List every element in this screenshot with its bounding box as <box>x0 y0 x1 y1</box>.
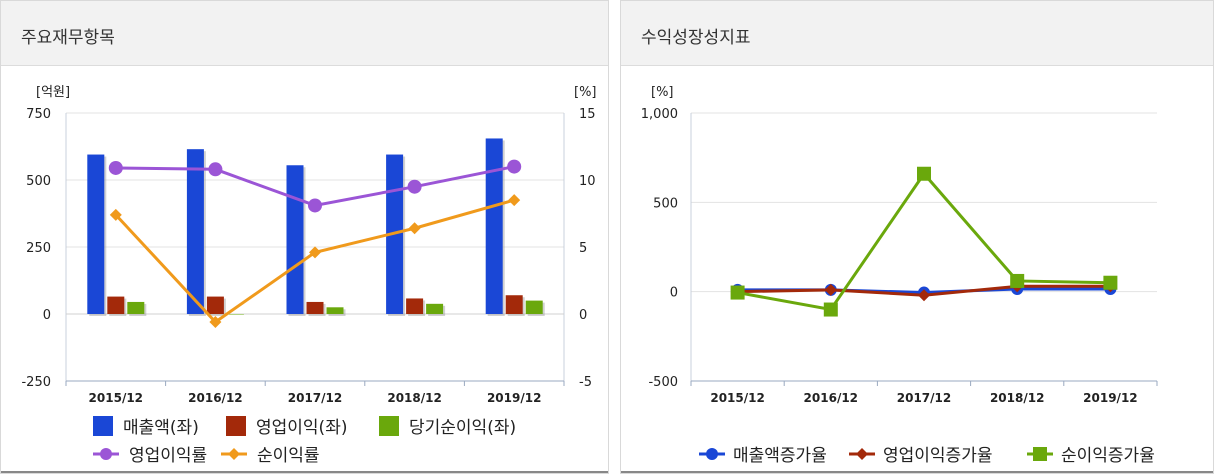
legend-label: 당기순이익(좌) <box>409 418 516 438</box>
growth-indicators-chart: [%] 1,000 500 0 -500 2015/12 2016/12 2017/12 201… <box>641 85 1158 466</box>
y-left-unit-label: [억원] <box>36 85 70 100</box>
bar-operating-profit <box>107 296 125 314</box>
legend-label: 영업이익증가율 <box>883 446 992 466</box>
y-tick-label: 1,000 <box>641 107 678 122</box>
data-point <box>918 289 930 302</box>
x-tick-label: 2018/12 <box>990 391 1044 405</box>
data-point <box>824 283 837 296</box>
bar-operating-profit <box>306 301 324 314</box>
x-tick-label: 2017/12 <box>288 391 342 405</box>
x-tick-label: 2016/12 <box>188 391 242 405</box>
bar-revenue <box>186 149 204 314</box>
bar-revenue <box>485 138 503 314</box>
legend-marker <box>856 448 868 460</box>
data-point <box>108 160 123 175</box>
y-tick-label: -500 <box>648 375 678 390</box>
y-tick-label: 0 <box>670 286 678 301</box>
x-tick-label: 2016/12 <box>804 391 858 405</box>
panel-growth-indicators: 수익성장성지표 [%] 1,000 500 0 -500 2015/12 2016/12 20… <box>620 0 1214 474</box>
bar-net-income <box>426 303 444 314</box>
legend-marker <box>100 448 112 460</box>
legend-label: 매출액(좌) <box>123 418 199 438</box>
legend-label: 순이익증가율 <box>1061 446 1155 466</box>
y-left-tick-label: -250 <box>21 375 51 390</box>
y-left-tick-label: 750 <box>26 107 51 122</box>
legend-swatch <box>93 416 113 436</box>
legend-label: 순이익률 <box>257 446 320 466</box>
legend-swatch <box>379 416 399 436</box>
bar-net-income <box>525 300 543 314</box>
legend-label: 영업이익률 <box>129 446 207 466</box>
legend-label: 영업이익(좌) <box>256 418 347 438</box>
data-point <box>1010 273 1025 288</box>
panel-title: 주요재무항목 <box>21 28 115 48</box>
y-right-tick-label: 10 <box>579 174 596 189</box>
bar-operating-profit <box>206 296 224 314</box>
data-point <box>407 179 422 194</box>
y-right-tick-label: 0 <box>579 308 587 323</box>
data-point <box>507 159 522 174</box>
data-point <box>209 316 222 329</box>
divider <box>621 471 1213 473</box>
y-left-tick-label: 500 <box>26 174 51 189</box>
data-point <box>308 198 322 213</box>
data-point <box>508 194 521 207</box>
financial-items-chart: [억원] [%] 750 500 250 0 -250 15 10 5 0 -5 2015/12 2016… <box>21 85 597 466</box>
y-right-tick-label: -5 <box>579 375 592 390</box>
panel-financial-items: 주요재무항목 [억원] [%] 750 500 250 0 -250 15 10 5 0 -5 2015… <box>0 0 609 474</box>
y-left-tick-label: 0 <box>43 308 51 323</box>
y-tick-label: 500 <box>653 196 678 211</box>
x-tick-label: 2017/12 <box>897 391 951 405</box>
bar-net-income <box>127 301 145 314</box>
x-tick-label: 2018/12 <box>387 391 441 405</box>
x-tick-label: 2015/12 <box>89 391 143 405</box>
legend-marker <box>1033 447 1047 461</box>
y-right-tick-label: 15 <box>579 107 596 122</box>
data-point <box>309 246 321 259</box>
bar-net-income <box>226 314 244 315</box>
bar-operating-profit <box>406 298 424 314</box>
x-tick-label: 2019/12 <box>487 391 541 405</box>
legend-marker <box>706 448 718 460</box>
divider <box>1 471 608 473</box>
bar-revenue <box>286 165 304 314</box>
data-point <box>823 302 838 317</box>
y-right-unit-label: [%] <box>574 85 597 100</box>
y-right-tick-label: 5 <box>579 241 587 256</box>
x-tick-label: 2019/12 <box>1083 391 1137 405</box>
legend-marker <box>228 448 240 460</box>
panel-header: 수익성장성지표 <box>621 1 1213 66</box>
x-tick-label: 2015/12 <box>710 391 764 405</box>
panel-title: 수익성장성지표 <box>641 28 751 48</box>
data-point <box>1103 275 1118 290</box>
data-point <box>208 162 223 177</box>
data-point <box>408 222 421 235</box>
bar-revenue <box>87 154 105 314</box>
data-point <box>730 285 745 300</box>
legend-swatch <box>226 416 246 436</box>
panel-header: 주요재무항목 <box>1 1 608 66</box>
bar-operating-profit <box>505 295 523 314</box>
bar-net-income <box>326 307 344 314</box>
data-point <box>109 208 122 221</box>
legend-label: 매출액증가율 <box>733 446 827 466</box>
y-left-tick-label: 250 <box>26 241 51 256</box>
y-unit-label: [%] <box>651 85 674 100</box>
data-point <box>917 166 931 181</box>
